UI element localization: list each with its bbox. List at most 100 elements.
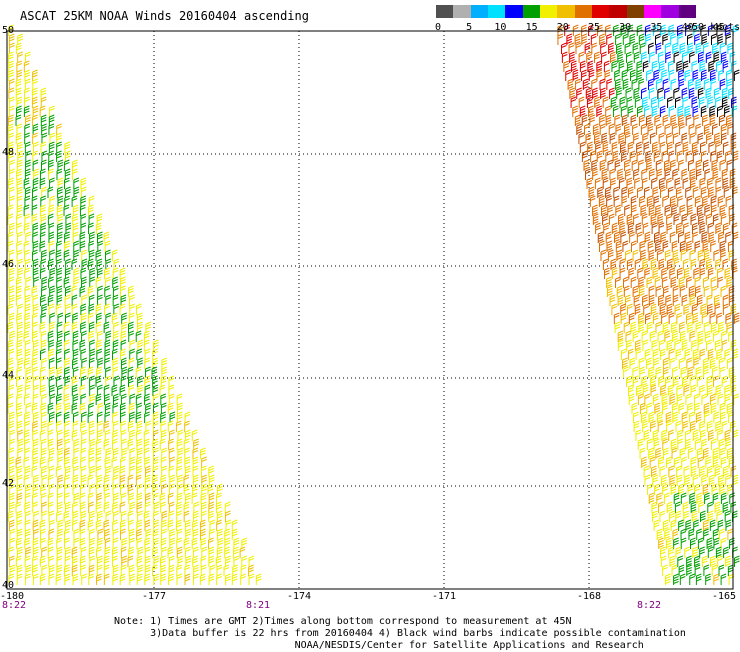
wind-barb [678,357,685,369]
wind-barb [209,564,216,576]
legend-swatch [436,5,454,18]
wind-barb [625,168,631,180]
wind-barb [24,123,30,135]
wind-barb [679,240,686,252]
wind-barb [652,393,659,405]
wind-barb [72,456,79,468]
wind-barb [64,267,71,279]
wind-barb [731,96,737,108]
wind-barb [8,267,15,279]
wind-barb [639,42,646,54]
wind-barb [599,114,605,126]
wind-barb [705,51,712,63]
wind-barb [95,501,102,513]
wind-barb [695,168,702,180]
wind-barb [679,204,686,216]
wind-barb [104,285,110,297]
wind-barb [32,267,39,279]
wind-barb [616,87,622,99]
wind-barb [47,330,54,342]
wind-barb [167,492,174,504]
wind-barb [652,429,659,441]
wind-barb [692,150,699,162]
legend-swatch [626,5,645,18]
wind-barb [717,429,723,441]
wind-barb [578,51,585,63]
legend-swatch [505,5,524,18]
wind-barb [9,168,15,180]
wind-barb [48,465,55,477]
wind-barb [715,96,721,108]
wind-barb [710,78,717,90]
wind-barb [658,375,664,387]
wind-barb [33,474,39,486]
wind-barb [8,249,15,261]
wind-barb [697,330,704,342]
wind-barb [208,573,215,585]
wind-barb [41,357,47,369]
wind-barb [676,465,682,477]
wind-barb [32,483,39,495]
wind-barb [8,420,15,432]
wind-barb [16,60,23,72]
wind-barb [87,492,94,504]
wind-barb [672,168,679,180]
wind-barb [8,384,15,396]
wind-barb [719,42,726,54]
wind-barb [24,285,31,297]
wind-barb [57,447,64,459]
wind-barb [722,294,729,306]
wind-barb [32,429,38,441]
wind-barb [248,564,254,576]
wind-barb [687,402,693,414]
wind-barb [23,456,30,468]
wind-barb [8,375,15,387]
wind-barb [662,483,668,495]
wind-barb [691,222,698,234]
wind-barb [177,447,184,459]
wind-barb [672,294,679,306]
wind-barb [135,303,142,315]
wind-barb [697,537,704,549]
wind-barb [40,483,46,495]
wind-barb [105,249,111,261]
wind-barb [583,123,590,135]
wind-barb [693,267,700,279]
wind-barb [713,537,720,549]
wind-barb [33,510,39,522]
wind-barb [601,51,607,63]
wind-barb [650,384,657,396]
wind-barb [145,420,152,432]
wind-barb [24,384,31,396]
wind-barb [627,186,634,198]
wind-barb [730,60,737,72]
wind-barb [662,195,668,207]
wind-barb [714,465,721,477]
wind-barb [702,114,708,126]
wind-barb [699,222,706,234]
wind-barb [9,330,15,342]
wind-barb [635,222,642,234]
wind-barb [49,384,55,396]
wind-barb [629,357,636,369]
wind-barb [658,456,664,468]
wind-barb [96,258,103,270]
wind-barb [16,141,23,153]
wind-barb [208,501,215,513]
wind-barb [63,204,70,216]
wind-barb [687,33,693,45]
wind-barb [608,42,614,54]
wind-barb [64,303,71,315]
wind-barb [623,285,630,297]
wind-barb [73,186,80,198]
wind-barb [120,339,127,351]
wind-barb [135,393,142,405]
wind-barb [709,555,716,567]
wind-barb [160,501,166,513]
wind-barb [610,96,617,108]
wind-barb [701,33,708,45]
wind-barb [24,411,30,423]
wind-barb [661,312,667,324]
wind-barb [208,537,214,549]
wind-barb [716,105,723,117]
